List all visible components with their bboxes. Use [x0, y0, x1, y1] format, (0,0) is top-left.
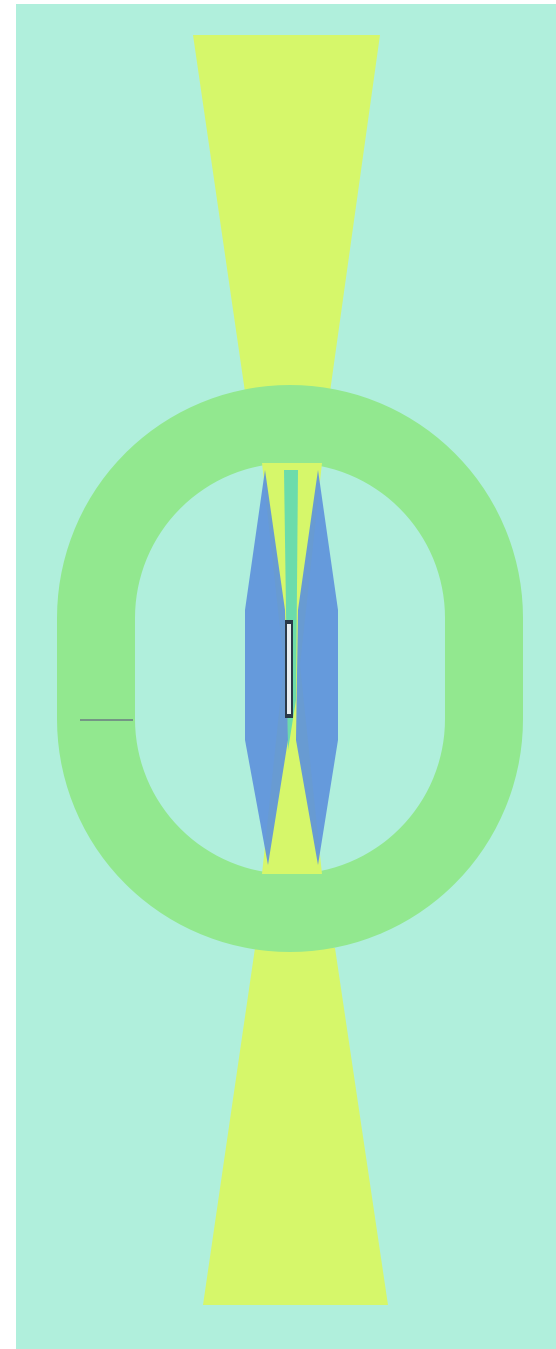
blade-right [296, 470, 338, 865]
beam-top [193, 35, 380, 392]
player-unit-highlight [287, 624, 291, 714]
beam-bottom [203, 948, 388, 1305]
blade-left [245, 470, 288, 865]
